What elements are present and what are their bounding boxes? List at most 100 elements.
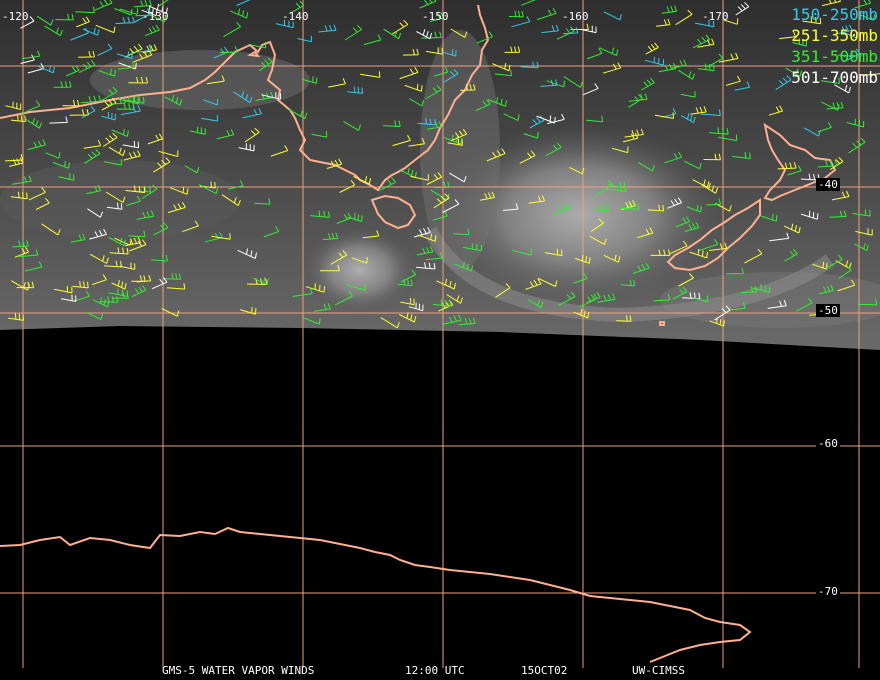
wind-barb [438, 299, 454, 312]
wind-barb [854, 0, 872, 9]
wind-barb [305, 283, 325, 293]
wind-barb [125, 185, 146, 194]
wind-barb [52, 160, 70, 169]
wind-barb [451, 129, 468, 142]
wind-barb [768, 105, 784, 116]
wind-barb [556, 26, 575, 40]
wind-barb [167, 201, 186, 214]
wind-barb [397, 278, 413, 287]
lon-label-170: -170 [702, 10, 729, 23]
legend-item-251-350: 251-350mb [791, 26, 878, 45]
wind-barb [347, 86, 364, 94]
wind-barb [216, 129, 235, 140]
legend-item-501-700: 501-700mb [791, 68, 878, 87]
wind-barb [787, 165, 802, 176]
wind-barb [520, 61, 539, 69]
wind-barb [695, 19, 715, 28]
wind-barb [287, 108, 308, 119]
wind-barb [230, 8, 249, 19]
wind-barb [108, 237, 127, 247]
wind-barb [645, 42, 659, 55]
wind-barb [104, 159, 122, 166]
wind-barb [144, 24, 160, 37]
wind-barb [35, 197, 50, 210]
wind-barb [402, 48, 419, 56]
wind-barb [111, 128, 129, 137]
wind-barb [443, 68, 459, 83]
wind-barb [417, 233, 437, 242]
wind-barb [170, 186, 189, 195]
wind-barb [476, 31, 494, 44]
observation-time: 12:00 UTC [405, 664, 465, 677]
wind-barb [227, 180, 244, 190]
wind-barb [689, 248, 708, 259]
wind-barb [494, 69, 512, 77]
wind-barb [158, 150, 179, 157]
wind-barb [698, 238, 719, 252]
wind-barb [410, 174, 429, 181]
wind-barb [72, 281, 89, 289]
wind-barb [141, 6, 158, 17]
wind-barb [41, 223, 61, 236]
wind-barb [654, 112, 674, 119]
wind-barb [380, 317, 400, 329]
wind-barb [692, 34, 711, 49]
wind-barb [675, 216, 691, 228]
antarctica-coast [0, 526, 752, 663]
wind-barb [453, 228, 470, 236]
wind-barb [572, 273, 588, 284]
wind-barb [78, 59, 96, 73]
wind-barb [442, 314, 462, 325]
wind-barb [622, 132, 639, 143]
wind-barb [723, 18, 739, 25]
wind-barb [339, 179, 356, 193]
wind-barb [318, 24, 337, 33]
wind-barb [237, 248, 257, 259]
wind-barb [709, 317, 725, 327]
wind-barb [621, 200, 636, 210]
wind-barb [620, 279, 636, 287]
wind-barb [254, 198, 271, 205]
wind-barb [829, 210, 847, 218]
wind-barb [14, 246, 30, 258]
wind-barb [147, 133, 163, 145]
wind-barb [21, 100, 41, 115]
wind-barb [413, 226, 431, 238]
wind-barb [547, 113, 565, 125]
wind-barb [400, 168, 417, 179]
wind-barb [421, 31, 442, 39]
wind-barb [817, 159, 838, 168]
wind-barb [838, 50, 853, 57]
wind-barb [382, 120, 401, 127]
wind-barb [620, 202, 640, 210]
wind-barb [148, 3, 168, 15]
wind-barb [53, 81, 72, 88]
wind-barb [404, 83, 423, 92]
wind-barb [129, 239, 147, 252]
wind-barb [258, 57, 273, 72]
wind-barb [400, 297, 415, 306]
wind-barb [118, 61, 135, 70]
legend-item-150-250: 150-250mb [791, 5, 878, 24]
wind-barb [97, 43, 113, 57]
wind-barb [136, 44, 152, 53]
wind-barb [653, 293, 671, 302]
wind-barb [153, 222, 169, 236]
wind-barb [233, 91, 253, 104]
new-zealand-north [763, 122, 837, 202]
lat-label-60: -60 [816, 437, 840, 450]
wind-barb [115, 16, 135, 25]
wind-barb [857, 298, 878, 306]
wind-barb [511, 16, 531, 28]
wind-barb [10, 114, 26, 123]
wind-barb [775, 75, 792, 91]
wind-barb [525, 278, 542, 290]
wind-barb [454, 261, 474, 272]
wind-barb [362, 230, 380, 239]
lon-label-160: -160 [562, 10, 589, 23]
wind-barb [87, 312, 103, 320]
wind-barb [94, 0, 113, 11]
wind-barb [242, 108, 262, 119]
lon-label-120: -120 [2, 10, 29, 23]
